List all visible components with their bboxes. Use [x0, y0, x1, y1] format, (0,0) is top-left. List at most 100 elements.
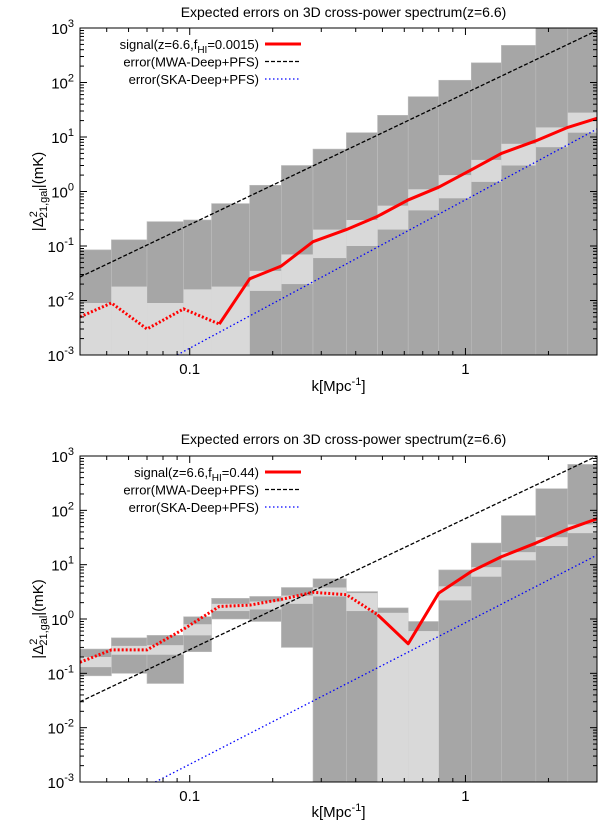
- legend-label: signal(z=6.6,fHI=0.0015): [120, 37, 259, 56]
- y-axis-label-sub: 21,gal: [38, 188, 50, 218]
- y-axis-label-tail: |(mK): [30, 152, 47, 188]
- ska-error-line: [154, 554, 597, 782]
- y-tick-label: 10-2: [48, 718, 74, 738]
- legend-label-text: error(SKA-Deep+PFS): [129, 500, 259, 515]
- legend-label-text: signal(z=6.6,f: [134, 465, 212, 480]
- legend-label-sub: HI: [212, 473, 222, 484]
- x-axis-label: k[Mpc-1]: [312, 376, 366, 395]
- x-axis-label-main: k[Mpc: [312, 378, 353, 395]
- x-axis-label-tail: ]: [361, 378, 365, 395]
- y-tick-label-exp: 1: [68, 555, 74, 567]
- mwa-error-bin: [377, 115, 409, 355]
- mwa-error-bin: [501, 45, 537, 355]
- y-tick-label-exp: 0: [68, 182, 74, 194]
- x-axis-label-sup: -1: [352, 802, 362, 814]
- chart-title: Expected errors on 3D cross-power spectr…: [181, 431, 507, 447]
- y-tick-label-exp: 3: [68, 18, 74, 30]
- mwa-error-bin: [312, 578, 347, 782]
- mwa-error-line: [80, 29, 597, 278]
- y-tick-label-base: 10: [51, 503, 68, 520]
- y-tick-label-base: 10: [51, 449, 68, 466]
- y-tick-label: 10-3: [48, 345, 74, 365]
- legend-label-text: error(SKA-Deep+PFS): [129, 72, 259, 87]
- mwa-error-bin: [407, 96, 440, 355]
- mwa-error-bin: [346, 591, 378, 782]
- legend-label: error(SKA-Deep+PFS): [129, 72, 259, 87]
- y-axis-label: |Δ221,gal|(mK): [28, 152, 50, 231]
- y-tick-label: 100: [51, 609, 74, 629]
- y-tick-label-exp: 2: [68, 73, 74, 85]
- mwa-error-bin: [249, 184, 282, 355]
- ska-error-bin: [313, 587, 347, 597]
- y-tick-label-base: 10: [48, 666, 65, 683]
- chart-title: Expected errors on 3D cross-power spectr…: [181, 4, 507, 20]
- x-tick-label: 1: [461, 788, 469, 805]
- y-axis-label-sup: 2: [28, 211, 40, 217]
- mwa-error-bin: [535, 28, 569, 355]
- y-axis-label-main: |Δ: [30, 217, 47, 231]
- y-tick-label-exp: -3: [64, 345, 74, 357]
- signal-line-dotted: [80, 301, 220, 331]
- y-tick-label-base: 10: [48, 348, 65, 365]
- y-tick-label-base: 10: [48, 294, 65, 311]
- legend-label-text: error(MWA-Deep+PFS): [123, 55, 259, 70]
- legend-label-post: =0.44): [222, 465, 259, 480]
- y-tick-label-exp: 0: [68, 609, 74, 621]
- y-tick-label-base: 10: [51, 612, 68, 629]
- y-tick-label: 10-1: [48, 236, 74, 256]
- signal-line: [376, 517, 597, 646]
- ska-error-bin: [183, 289, 212, 355]
- ska-error-bin: [408, 631, 439, 782]
- y-axis-label-sup: 2: [28, 639, 40, 645]
- y-tick-label-base: 10: [51, 21, 68, 38]
- ska-error-bin: [535, 537, 568, 547]
- y-tick-label: 10-2: [48, 291, 74, 311]
- ska-error-bin: [346, 593, 378, 612]
- y-tick-label-base: 10: [51, 558, 68, 575]
- x-tick-label: 1: [461, 361, 469, 378]
- y-tick-label-base: 10: [48, 239, 65, 256]
- ska-error-bin: [471, 567, 502, 577]
- ska-error-bin: [567, 524, 597, 534]
- ska-error-bin: [281, 595, 314, 604]
- y-tick-label-base: 10: [48, 721, 65, 738]
- mwa-error-bin: [470, 542, 502, 782]
- y-tick-label: 101: [51, 555, 74, 575]
- ska-error-bin: [249, 601, 282, 610]
- y-axis-label-sub: 21,gal: [38, 616, 50, 646]
- mwa-error-line: [80, 456, 597, 703]
- y-axis-label-main: |Δ: [30, 645, 47, 659]
- mwa-error-bin: [567, 464, 597, 782]
- mwa-error-bin: [438, 569, 472, 782]
- y-tick-label: 10-3: [48, 772, 74, 792]
- x-tick-label: 0.1: [179, 788, 200, 805]
- ska-error-bin: [147, 645, 184, 655]
- ska-error-line: [176, 128, 597, 355]
- y-tick-label-base: 10: [51, 76, 68, 93]
- y-tick-label: 100: [51, 182, 74, 202]
- ska-error-bin: [211, 286, 250, 355]
- ska-error-bin: [377, 612, 409, 782]
- y-tick-label-exp: -1: [64, 236, 74, 248]
- mwa-error-bin: [470, 62, 502, 355]
- y-tick-label-base: 10: [51, 185, 68, 202]
- ska-error-bin: [313, 229, 347, 259]
- signal-line-dotted: [80, 590, 379, 664]
- y-tick-label-exp: -2: [64, 291, 74, 303]
- y-tick-label-exp: -3: [64, 772, 74, 784]
- x-tick-label: 0.1: [179, 361, 200, 378]
- y-tick-label: 102: [51, 500, 74, 520]
- y-tick-label-base: 10: [51, 130, 68, 147]
- x-axis-label-tail: ]: [361, 804, 365, 821]
- y-tick-label: 102: [51, 73, 74, 93]
- mwa-error-bin: [111, 637, 148, 674]
- ska-error-bin: [147, 302, 184, 355]
- x-axis-label-sup: -1: [352, 376, 362, 388]
- plot-area: [80, 28, 597, 355]
- y-tick-label-exp: -1: [64, 663, 74, 675]
- ska-error-bin: [438, 175, 472, 199]
- y-axis-label: |Δ221,gal|(mK): [28, 579, 50, 658]
- plot-area: [80, 456, 597, 782]
